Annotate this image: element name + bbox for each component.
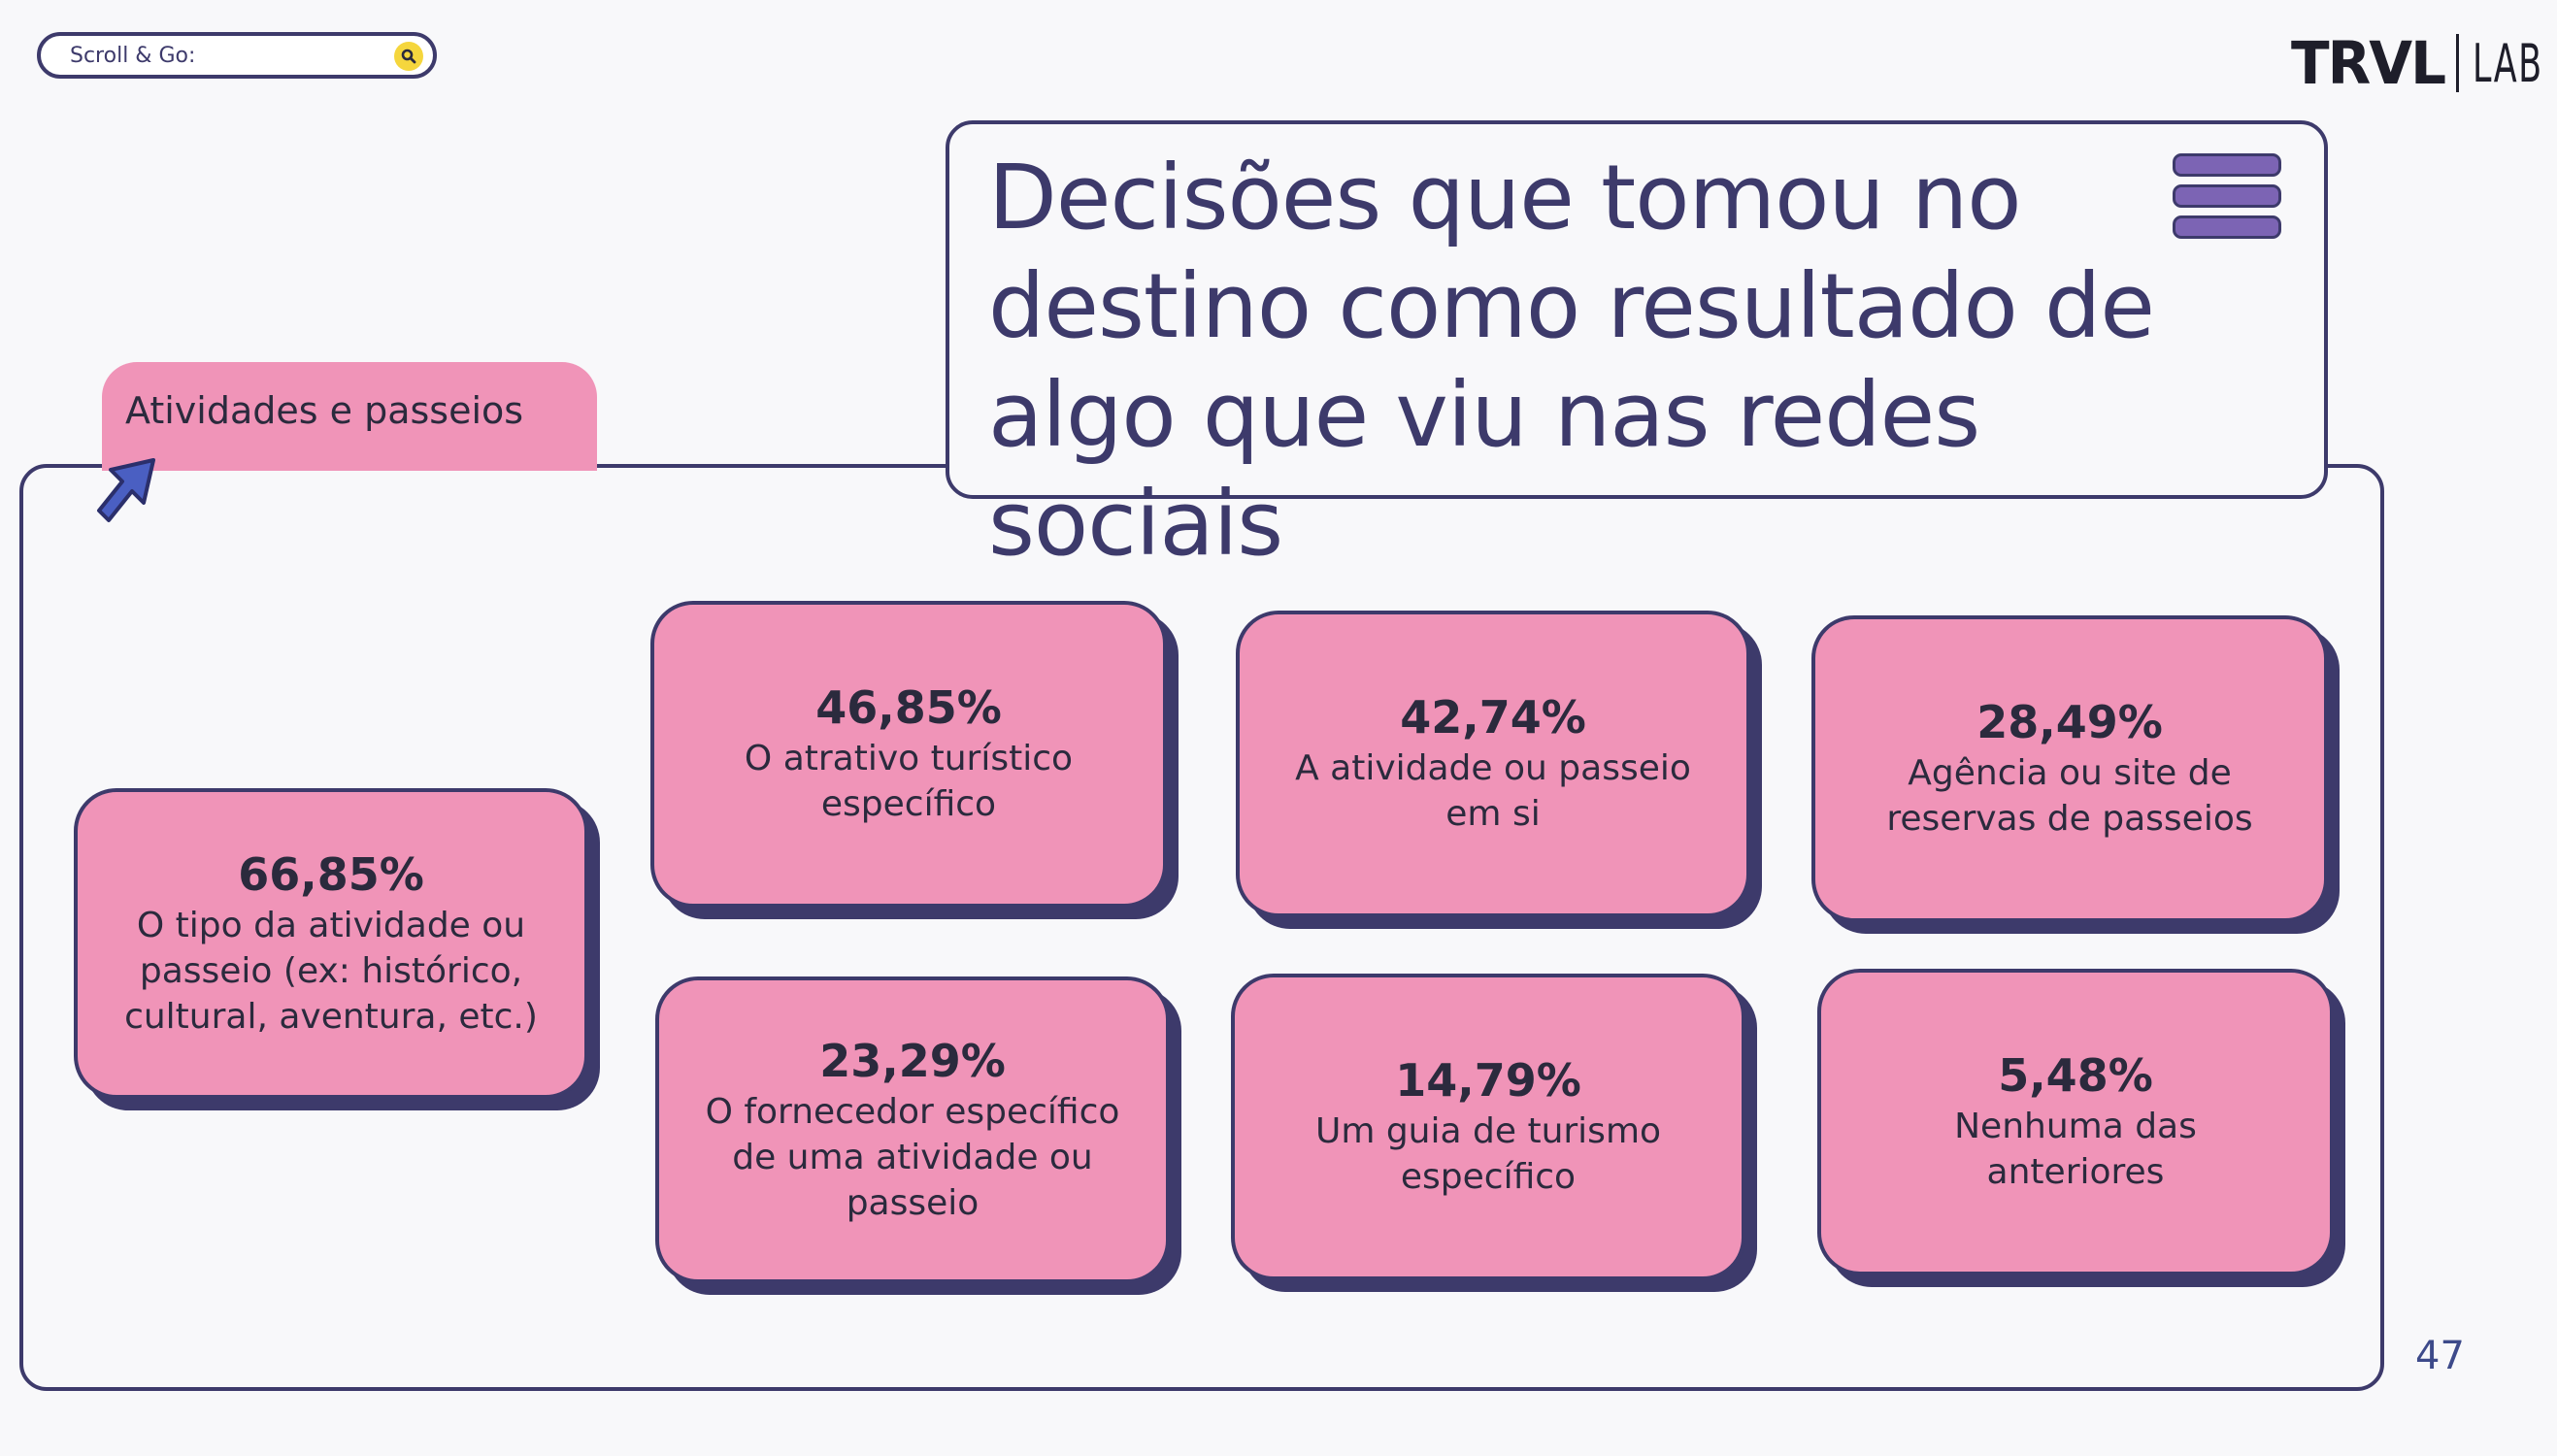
stat-card: 28,49% Agência ou site de reservas de pa… bbox=[1811, 615, 2328, 922]
brand-logo: TRVL LAB bbox=[2291, 28, 2557, 97]
stat-percent: 66,85% bbox=[238, 847, 424, 901]
stat-description: O atrativo turístico específico bbox=[744, 739, 1074, 824]
page-number: 47 bbox=[2415, 1334, 2465, 1378]
cursor-arrow-icon bbox=[97, 458, 155, 522]
stat-description: A atividade ou passeio em si bbox=[1295, 748, 1691, 834]
logo-divider bbox=[2456, 34, 2460, 92]
title-line: destino como resultado de bbox=[988, 254, 2155, 358]
stat-percent: 42,74% bbox=[1400, 691, 1586, 744]
stat-description: O fornecedor específico de uma atividade… bbox=[705, 1091, 1120, 1223]
category-tab: Atividades e passeios bbox=[102, 362, 597, 471]
stat-percent: 28,49% bbox=[1976, 696, 2163, 748]
stat-card: 66,85% O tipo da atividade ou passeio (e… bbox=[74, 788, 588, 1099]
stat-card: 46,85% O atrativo turístico específico bbox=[650, 601, 1167, 908]
stat-percent: 23,29% bbox=[819, 1034, 1006, 1087]
title-box: Decisões que tomou no destino como resul… bbox=[946, 120, 2328, 576]
menu-icon bbox=[2173, 153, 2281, 247]
stat-card: 14,79% Um guia de turismo específico bbox=[1231, 974, 1745, 1280]
stat-card: 5,48% Nenhuma das anteriores bbox=[1817, 969, 2334, 1275]
stat-percent: 46,85% bbox=[815, 681, 1002, 734]
stat-card: 23,29% O fornecedor específico de uma at… bbox=[655, 976, 1170, 1283]
stat-description: Um guia de turismo específico bbox=[1314, 1111, 1662, 1197]
logo-suffix: LAB bbox=[2473, 32, 2543, 94]
title-line: Decisões que tomou no bbox=[988, 146, 2022, 249]
logo-brand: TRVL bbox=[2291, 28, 2446, 98]
search-bar[interactable]: Scroll & Go: bbox=[37, 32, 437, 79]
stat-card: 42,74% A atividade ou passeio em si bbox=[1236, 611, 1750, 917]
page-title: Decisões que tomou no destino como resul… bbox=[988, 144, 2202, 579]
search-icon[interactable] bbox=[394, 42, 423, 71]
stat-description: Agência ou site de reservas de passeios bbox=[1886, 753, 2253, 839]
stat-description: Nenhuma das anteriores bbox=[1954, 1107, 2197, 1192]
title-line: algo que viu nas redes sociais bbox=[988, 363, 1980, 576]
stat-description: O tipo da atividade ou passeio (ex: hist… bbox=[124, 905, 538, 1037]
stat-percent: 14,79% bbox=[1395, 1054, 1581, 1107]
category-tab-label: Atividades e passeios bbox=[125, 389, 524, 432]
stat-percent: 5,48% bbox=[1998, 1049, 2153, 1102]
search-label: Scroll & Go: bbox=[70, 43, 196, 68]
